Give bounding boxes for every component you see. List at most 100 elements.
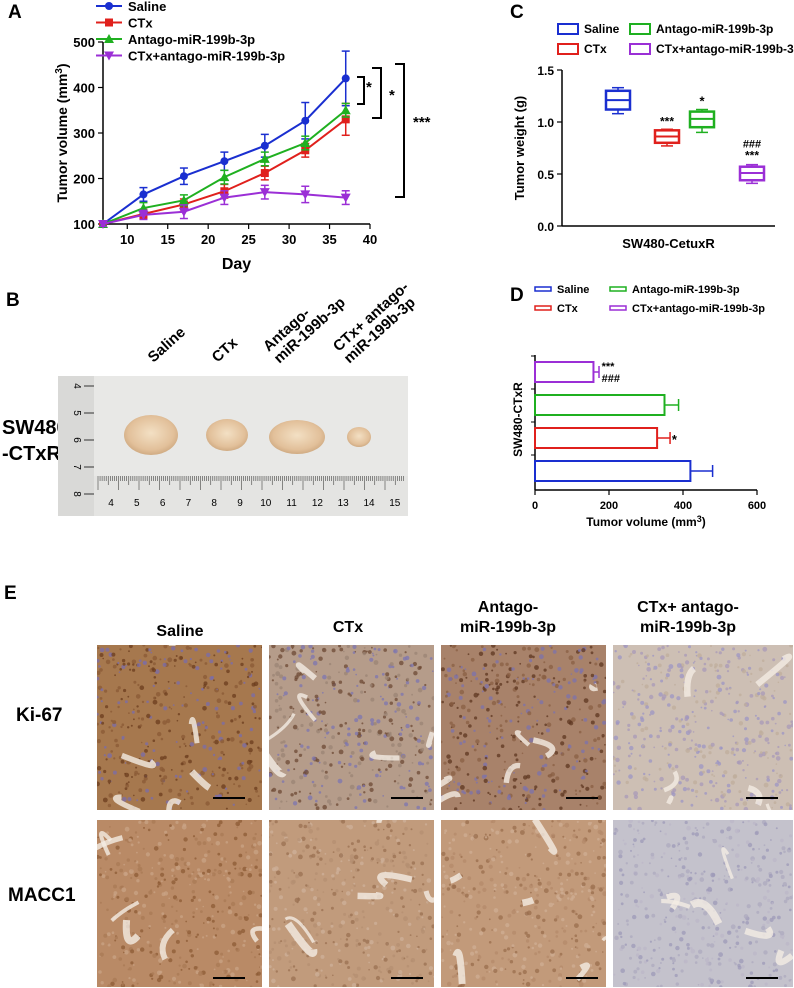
ihc-cell <box>279 686 283 690</box>
ihc-cell <box>459 741 463 745</box>
ihc-stroma <box>99 831 113 856</box>
ihc-cell <box>461 684 465 688</box>
ihc-cell <box>633 871 638 876</box>
ihc-cell <box>541 764 545 768</box>
ihc-cell <box>164 830 168 834</box>
ihc-cell <box>529 884 534 889</box>
ihc-cell <box>526 910 532 916</box>
ihc-cell <box>269 715 272 720</box>
x-tick-label: 40 <box>363 232 377 247</box>
ihc-cell <box>278 887 282 891</box>
ihc-cell <box>649 940 652 943</box>
ihc-cell <box>307 795 313 801</box>
ihc-cell <box>241 761 245 765</box>
ihc-cell <box>572 695 577 700</box>
ihc-cell <box>602 856 606 860</box>
ihc-cell <box>760 691 766 696</box>
ihc-cell <box>677 906 680 908</box>
ihc-cell <box>227 701 232 705</box>
ihc-cell <box>451 975 455 978</box>
ihc-cell <box>613 756 616 761</box>
ihc-cell <box>669 956 673 960</box>
ihc-cell <box>679 907 683 911</box>
ihc-cell <box>296 728 299 731</box>
ihc-cell <box>628 774 633 779</box>
scale-bar <box>391 977 423 979</box>
ihc-cell <box>251 702 255 706</box>
ihc-cell <box>781 731 785 735</box>
ihc-cell <box>521 752 524 755</box>
ihc-cell <box>776 772 778 775</box>
ihc-cell <box>715 782 718 785</box>
ihc-cell <box>353 848 357 852</box>
ihc-cell <box>196 787 200 791</box>
ihc-cell <box>140 929 144 933</box>
ihc-cell <box>185 790 189 793</box>
ihc-cell <box>599 749 604 754</box>
ihc-cell <box>98 770 102 774</box>
ihc-cell <box>729 820 735 824</box>
ihc-cell <box>291 650 297 656</box>
ihc-cell <box>613 764 617 767</box>
ihc-cell <box>273 941 277 944</box>
ihc-cell <box>345 891 351 896</box>
ihc-cell <box>649 713 652 716</box>
ihc-cell <box>703 706 707 710</box>
ihc-cell <box>199 831 203 834</box>
ihc-cell <box>354 917 359 922</box>
sig-label: *** <box>745 149 759 163</box>
ihc-cell <box>241 657 244 660</box>
ihc-cell <box>772 658 776 662</box>
ihc-cell <box>707 887 713 892</box>
ihc-cell <box>735 941 740 946</box>
ihc-cell <box>283 921 286 924</box>
ihc-cell <box>711 709 713 712</box>
ihc-cell <box>255 973 259 976</box>
ihc-cell <box>338 853 344 858</box>
ihc-cell <box>343 763 346 765</box>
ihc-cell <box>557 896 561 900</box>
ihc-cell <box>552 763 555 767</box>
ihc-cell <box>751 961 754 964</box>
ihc-cell <box>445 933 448 936</box>
ihc-cell <box>658 947 661 949</box>
ihc-cell <box>531 706 534 709</box>
ihc-cell <box>677 844 679 847</box>
ihc-cell <box>659 984 663 987</box>
ihc-cell <box>657 888 662 892</box>
ihc-cell <box>730 924 736 930</box>
ihc-cell <box>523 703 526 707</box>
ihc-cell <box>232 803 235 806</box>
ihc-cell <box>98 665 101 668</box>
ihc-cell <box>283 691 288 696</box>
ihc-cell <box>444 874 449 880</box>
data-point <box>259 188 270 198</box>
ihc-cell <box>749 792 754 797</box>
ihc-cell <box>299 743 301 745</box>
ihc-cell <box>715 764 718 767</box>
ihc-cell <box>206 686 210 690</box>
ihc-cell <box>758 848 761 850</box>
ihc-cell <box>694 755 697 758</box>
ihc-cell <box>443 905 446 908</box>
ihc-cell <box>516 910 519 913</box>
ihc-cell <box>218 766 221 769</box>
x-tick-label: 30 <box>282 232 296 247</box>
ihc-cell <box>602 951 604 953</box>
ihc-cell <box>588 705 594 710</box>
ihc-cell <box>313 923 318 928</box>
ihc-cell <box>614 828 619 833</box>
ihc-cell <box>324 724 327 727</box>
ihc-cell <box>587 947 591 952</box>
ihc-cell <box>361 910 365 913</box>
ihc-cell <box>422 883 425 886</box>
ihc-cell <box>513 908 516 911</box>
ihc-cell <box>763 822 768 827</box>
ihc-cell <box>720 806 724 810</box>
ihc-cell <box>285 760 290 765</box>
ihc-stroma <box>110 900 140 922</box>
ihc-cell <box>131 931 135 935</box>
ihc-cell <box>333 687 336 690</box>
ihc-cell <box>652 948 656 952</box>
ihc-cell <box>203 684 207 688</box>
